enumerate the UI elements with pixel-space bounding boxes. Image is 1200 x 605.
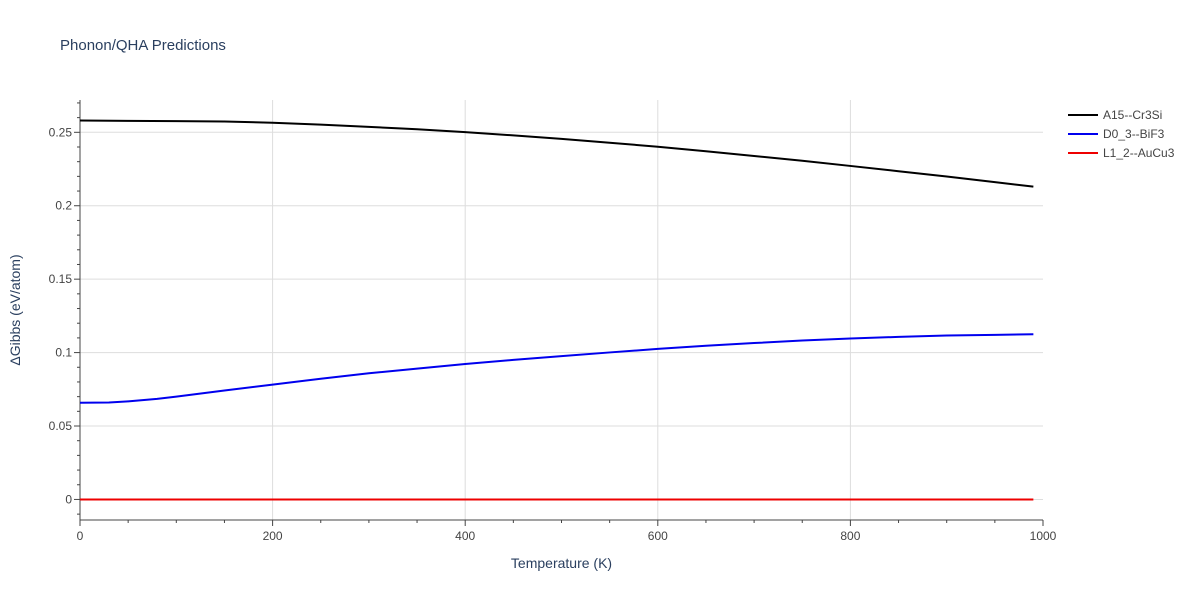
y-tick-label: 0 bbox=[65, 492, 72, 506]
x-tick-label: 200 bbox=[263, 529, 283, 543]
y-axis-label: ΔGibbs (eV/atom) bbox=[7, 254, 23, 365]
x-tick-label: 600 bbox=[648, 529, 668, 543]
axes bbox=[79, 100, 1043, 521]
chart-title: Phonon/QHA Predictions bbox=[60, 37, 226, 54]
x-tick-label: 400 bbox=[455, 529, 475, 543]
y-tick-label: 0.15 bbox=[49, 272, 73, 286]
legend-item[interactable]: A15--Cr3Si bbox=[1068, 108, 1162, 122]
legend-label: D0_3--BiF3 bbox=[1103, 127, 1165, 141]
series-line-A15--Cr3Si[interactable] bbox=[79, 119, 1034, 188]
y-tick-label: 0.05 bbox=[49, 419, 73, 433]
y-gridlines bbox=[80, 131, 1043, 500]
legend-item[interactable]: D0_3--BiF3 bbox=[1068, 127, 1165, 141]
x-tick-label: 1000 bbox=[1030, 529, 1057, 543]
series-line-D0_3--BiF3[interactable] bbox=[79, 333, 1034, 404]
x-axis-label: Temperature (K) bbox=[511, 555, 612, 571]
legend-label: L1_2--AuCu3 bbox=[1103, 146, 1175, 160]
y-axis-ticks: 0 0.05 0.1 0.15 0.2 0.25 bbox=[49, 102, 80, 515]
legend-item[interactable]: L1_2--AuCu3 bbox=[1068, 146, 1175, 160]
legend[interactable]: A15--Cr3Si D0_3--BiF3 L1_2--AuCu3 bbox=[1068, 108, 1175, 160]
y-tick-label: 0.1 bbox=[55, 346, 72, 360]
x-gridlines bbox=[272, 100, 851, 520]
x-axis-ticks: 0 200 400 600 800 1000 bbox=[77, 520, 1057, 543]
series-lines bbox=[79, 119, 1034, 501]
legend-label: A15--Cr3Si bbox=[1103, 108, 1162, 122]
x-tick-label: 0 bbox=[77, 529, 84, 543]
x-tick-label: 800 bbox=[840, 529, 860, 543]
y-tick-label: 0.25 bbox=[49, 125, 73, 139]
y-tick-label: 0.2 bbox=[55, 199, 72, 213]
